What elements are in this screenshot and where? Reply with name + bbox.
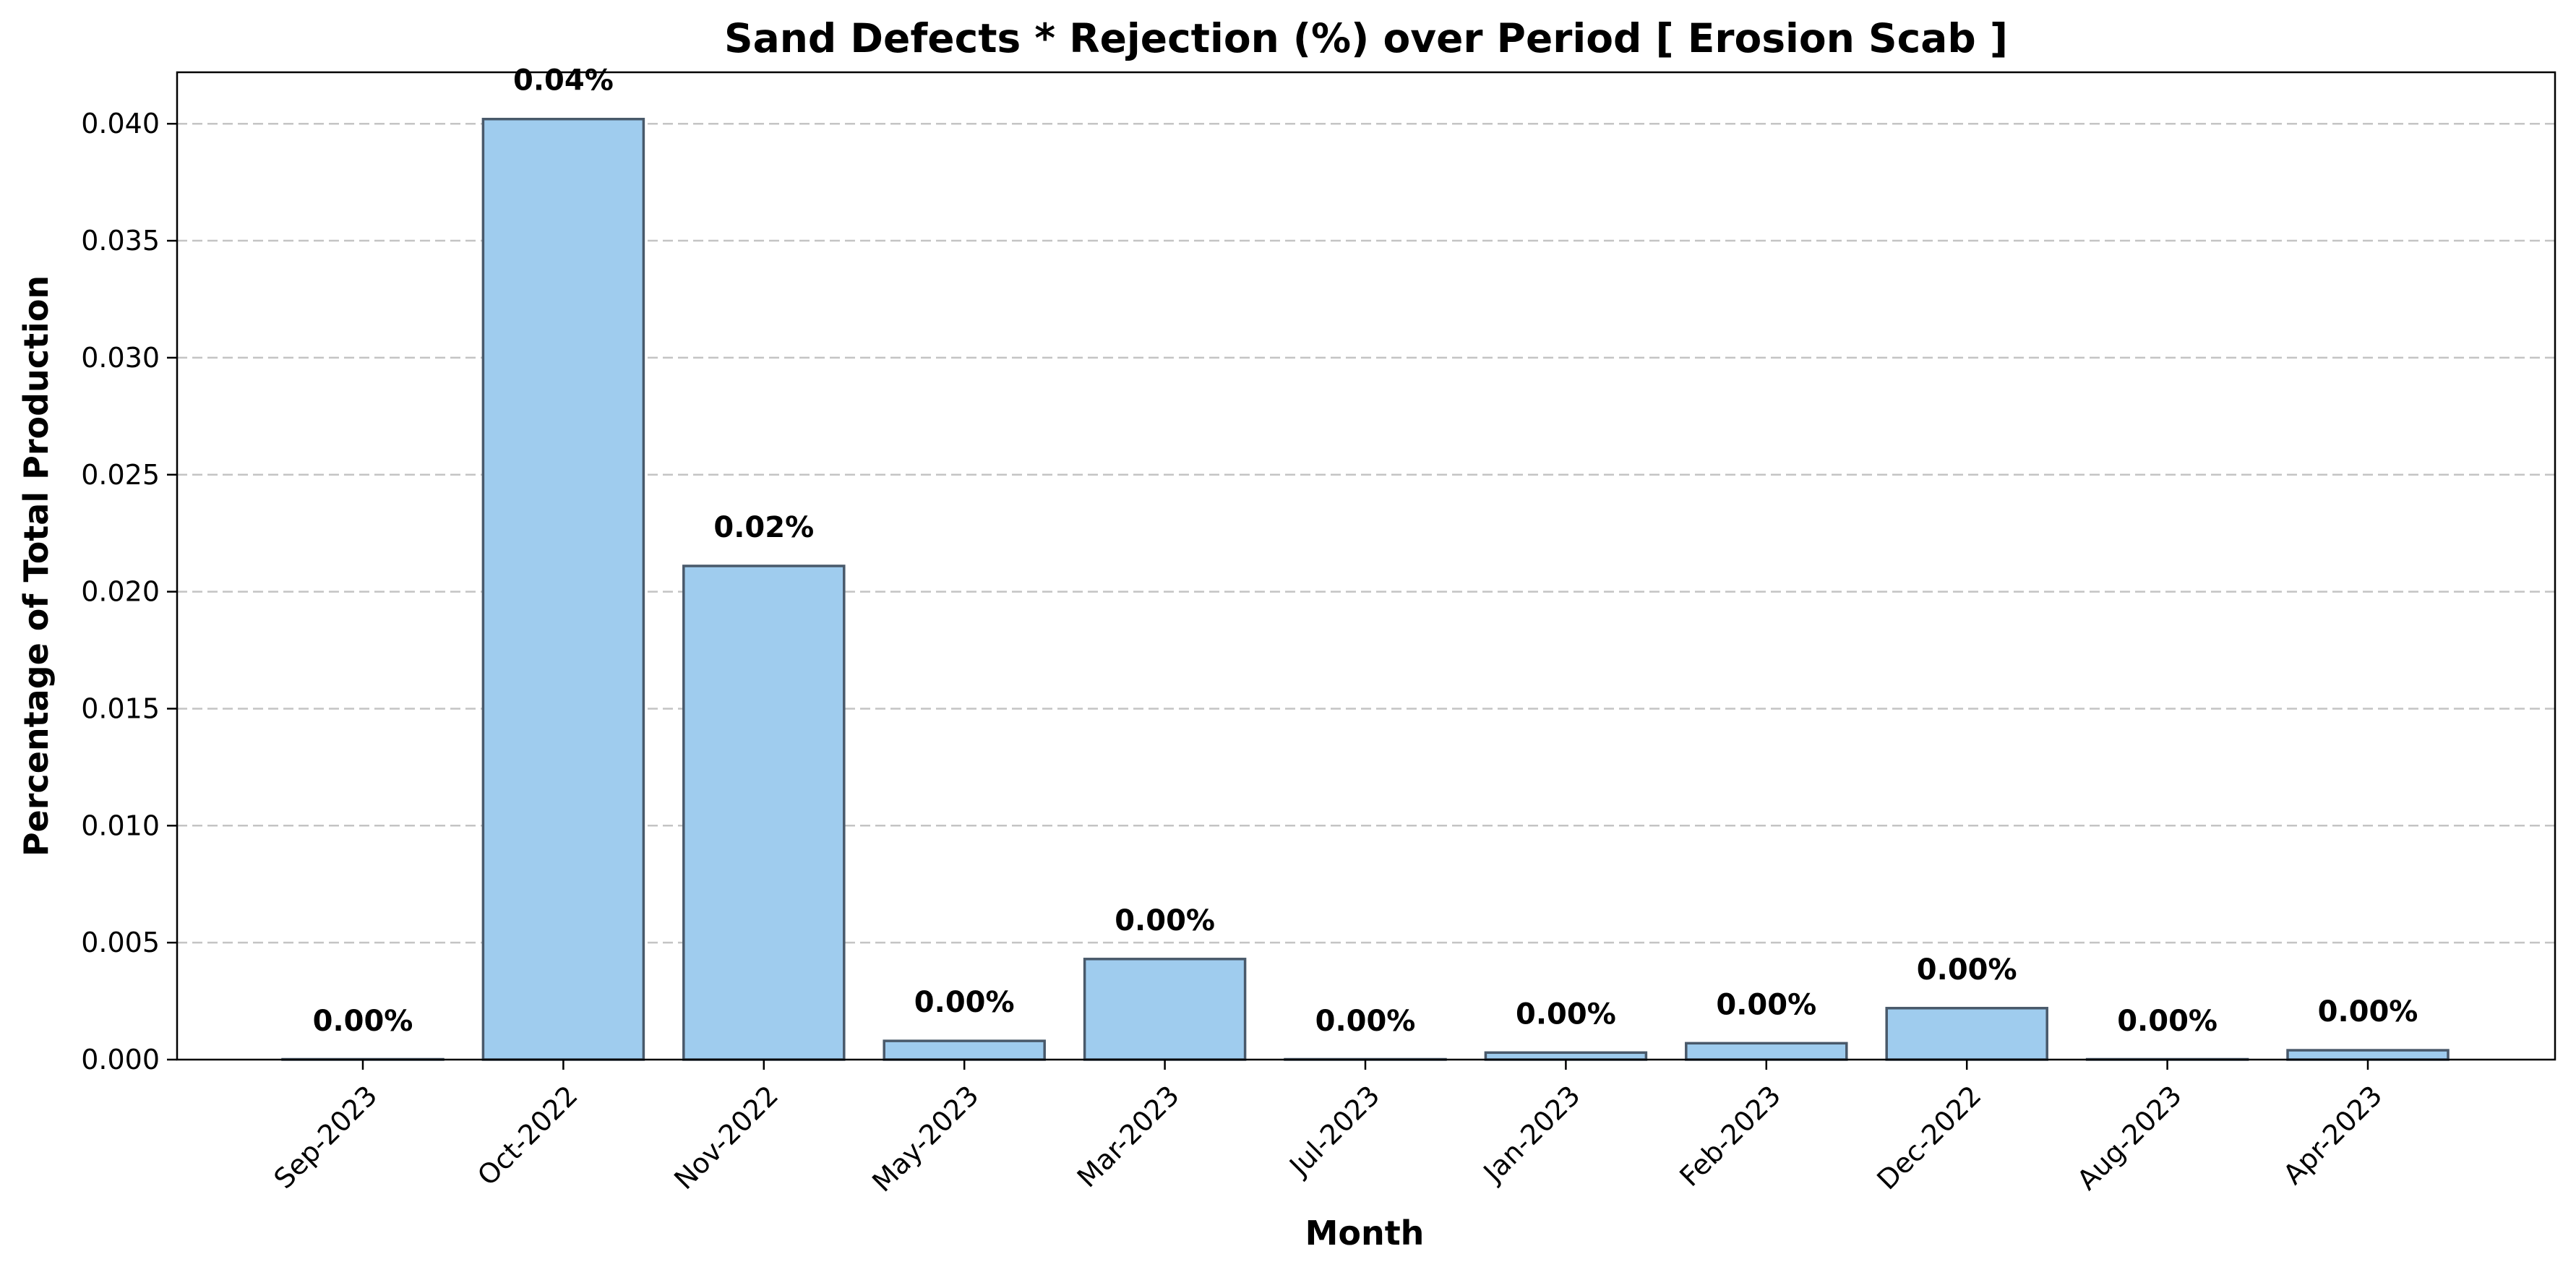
y-axis-ticks: 0.000 0.005 0.010 0.015 0.020 0.025 0.030 0.035…	[81, 108, 177, 1076]
chart-title: Sand Defects * Rejection (%) over Period…	[724, 15, 2008, 61]
y-tick-label: 0.030	[81, 342, 160, 374]
bar-feb-2023	[1685, 1042, 1848, 1061]
x-tick-label: Mar-2023	[1071, 1079, 1185, 1193]
data-label: 0.00%	[1315, 1005, 1416, 1038]
x-tick-label: Feb-2023	[1673, 1079, 1787, 1193]
y-tick-label: 0.015	[81, 692, 160, 724]
x-tick-label: Oct-2022	[471, 1079, 584, 1192]
x-axis-ticks: Sep-2023 Oct-2022 Nov-2022 May-2023 Mar-2023…	[268, 1060, 2388, 1198]
data-label: 0.00%	[1516, 997, 1616, 1031]
y-tick-label: 0.010	[81, 810, 160, 841]
y-tick-label: 0.000	[81, 1044, 160, 1076]
x-tick-label: Sep-2023	[268, 1079, 384, 1195]
data-label: 0.04%	[513, 64, 614, 98]
y-tick-label: 0.005	[81, 927, 160, 958]
bar-dec-2022	[1885, 1007, 2048, 1061]
x-axis-label: Month	[1305, 1214, 1425, 1253]
x-tick-label: Dec-2022	[1871, 1079, 1987, 1195]
x-tick-label: Jan-2023	[1477, 1079, 1587, 1189]
bars	[281, 117, 2450, 1061]
data-labels: 0.00% 0.04% 0.02% 0.00% 0.00% 0.00% 0.00% 0.00%…	[313, 64, 2418, 1038]
y-tick-label: 0.035	[81, 225, 160, 257]
x-tick-label: Nov-2022	[668, 1079, 784, 1195]
bar-oct-2022	[481, 117, 645, 1061]
data-label: 0.00%	[1716, 988, 1816, 1021]
y-tick-label: 0.020	[81, 576, 160, 608]
y-tick-label: 0.025	[81, 459, 160, 491]
data-label: 0.00%	[2117, 1005, 2217, 1038]
bar-nov-2022	[682, 564, 846, 1061]
bar-jan-2023	[1484, 1051, 1648, 1061]
data-label: 0.00%	[313, 1005, 413, 1038]
bar-mar-2023	[1083, 958, 1247, 1061]
y-axis-label: Percentage of Total Production	[17, 275, 56, 857]
data-label: 0.02%	[713, 511, 814, 544]
data-label: 0.00%	[2318, 995, 2418, 1029]
data-label: 0.00%	[1115, 904, 1215, 937]
y-tick-label: 0.040	[81, 108, 160, 139]
data-label: 0.00%	[914, 986, 1015, 1019]
x-tick-label: Aug-2023	[2071, 1079, 2188, 1196]
x-tick-label: Apr-2023	[2277, 1079, 2388, 1190]
data-label: 0.00%	[1917, 953, 2017, 987]
x-tick-label: May-2023	[866, 1079, 984, 1198]
bar-may-2023	[883, 1039, 1046, 1061]
bar-apr-2023	[2286, 1049, 2450, 1061]
x-tick-label: Jul-2023	[1282, 1079, 1386, 1182]
